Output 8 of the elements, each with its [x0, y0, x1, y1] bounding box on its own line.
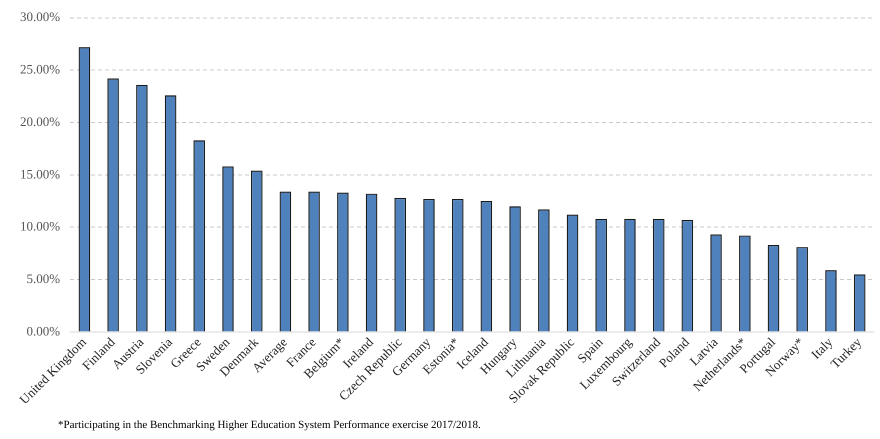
y-tick-label: 10.00%	[20, 218, 60, 234]
text: *Participating in the Benchmarking Higher Education System Performance exercise 2017/2018.	[58, 418, 482, 431]
y-tick-label: 15.00%	[20, 166, 60, 182]
y-tick-label: 0.00%	[26, 323, 60, 338]
y-tick-label: 5.00%	[26, 270, 60, 286]
y-tick-label: 20.00%	[20, 114, 60, 129]
y-tick-label: 30.00%	[20, 9, 60, 24]
y-tick-label: 25.00%	[20, 62, 60, 77]
